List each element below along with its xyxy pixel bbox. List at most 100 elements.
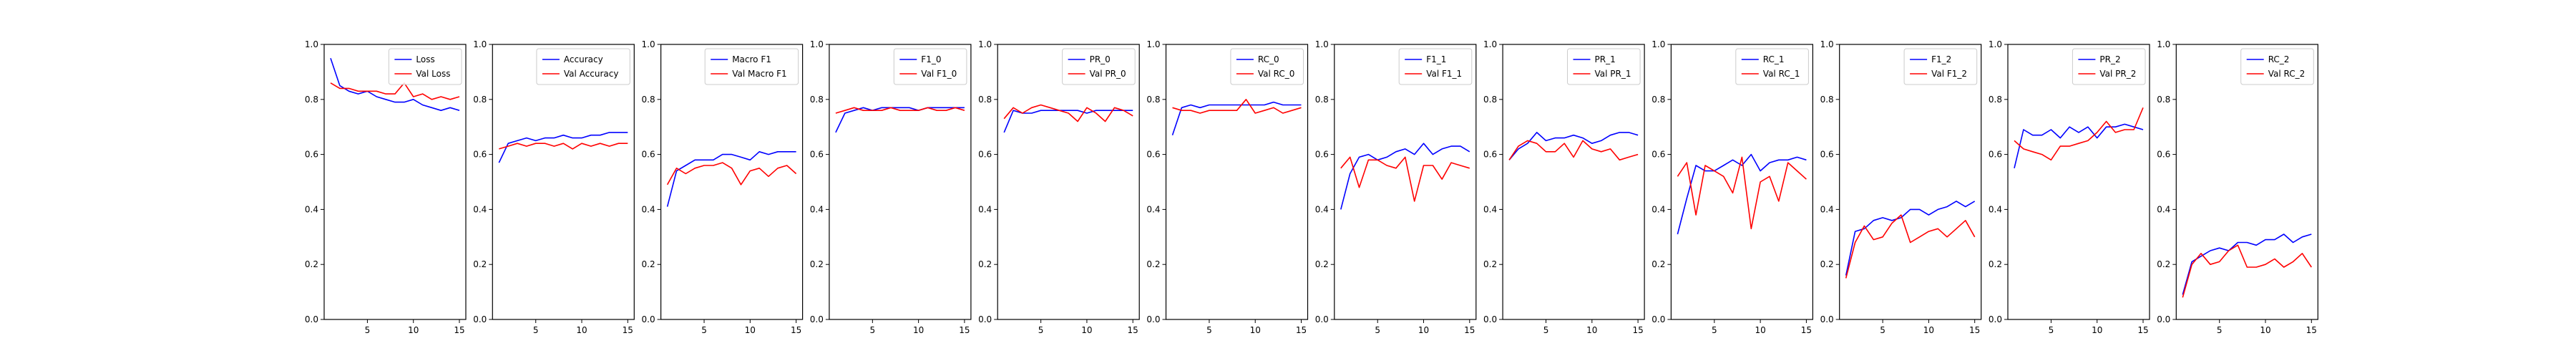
y-tick-label: 1.0: [1483, 39, 1497, 49]
subplot-9: 0.0 0.2 0.4 0.6 0.8 1.0 5 10 15 RC_1 Val RC_1: [1652, 39, 1813, 335]
axes-frame: [2175, 44, 2318, 320]
series-line-train: [1508, 132, 1639, 160]
legend-label: Val PR_1: [1595, 69, 1631, 79]
x-tick-label: 5: [533, 325, 539, 335]
y-tick-label: 0.8: [305, 95, 318, 105]
series-line-val: [1508, 140, 1639, 161]
subplot-11: 0.0 0.2 0.4 0.6 0.8 1.0 5 10 15 PR_2 Val PR_2: [1989, 39, 2150, 335]
y-tick-label: 1.0: [1315, 39, 1329, 49]
subplot-4: 0.0 0.2 0.4 0.6 0.8 1.0 5 10 15 F1_0 Val F1_0: [810, 39, 972, 335]
axes-frame: [2007, 44, 2150, 320]
axes-frame: [660, 44, 804, 320]
axes-frame: [1334, 44, 1477, 320]
subplot-12: 0.0 0.2 0.4 0.6 0.8 1.0 5 10 15 RC_2 Val RC_2: [2157, 39, 2318, 335]
series-line-val: [1172, 99, 1302, 114]
series-line-train: [2014, 123, 2144, 168]
subplot-7: 0.0 0.2 0.4 0.6 0.8 1.0 5 10 15 F1_1 Val F1_1: [1315, 39, 1477, 335]
y-tick-label: 0.6: [305, 150, 318, 160]
axes-frame: [829, 44, 972, 320]
y-tick-label: 0.4: [1146, 204, 1160, 214]
legend-label: Accuracy: [564, 54, 603, 64]
axes-frame: [1839, 44, 1982, 320]
legend-label: F1_1: [1426, 54, 1446, 64]
x-tick-label: 5: [1375, 325, 1380, 335]
legend: RC_0 Val RC_0: [1230, 48, 1304, 85]
x-tick-label: 15: [1128, 325, 1138, 335]
legend-box: [536, 48, 630, 85]
y-tick-label: 0.8: [473, 95, 487, 105]
legend-label: Val F1_2: [1931, 69, 1967, 79]
series-line-val: [1677, 156, 1807, 230]
legend-label: Macro F1: [732, 54, 771, 64]
x-tick-label: 10: [1586, 325, 1597, 335]
x-tick-label: 15: [959, 325, 970, 335]
x-tick-label: 10: [745, 325, 756, 335]
legend-box: [1398, 48, 1473, 85]
subplot-5: 0.0 0.2 0.4 0.6 0.8 1.0 5 10 15 PR_0 Val PR_0: [978, 39, 1140, 335]
x-tick-label: 5: [2217, 325, 2223, 335]
y-tick-label: 1.0: [1989, 39, 2002, 49]
legend-label: PR_1: [1595, 54, 1616, 64]
subplot-8: 0.0 0.2 0.4 0.6 0.8 1.0 5 10 15 PR_1 Val PR_1: [1483, 39, 1645, 335]
y-tick-label: 0.8: [1483, 95, 1497, 105]
legend-box: [2240, 48, 2314, 85]
x-tick-label: 15: [1464, 325, 1475, 335]
x-tick-label: 10: [1250, 325, 1261, 335]
y-tick-label: 0.4: [1652, 204, 1665, 214]
y-tick-label: 0.4: [1989, 204, 2002, 214]
y-tick-label: 0.6: [1146, 150, 1160, 160]
y-tick-label: 0.4: [305, 204, 318, 214]
x-tick-label: 10: [576, 325, 587, 335]
y-tick-label: 1.0: [978, 39, 992, 49]
legend-box: [1230, 48, 1304, 85]
y-tick-label: 0.8: [1820, 95, 1834, 105]
y-tick-label: 1.0: [810, 39, 824, 49]
x-tick-label: 5: [870, 325, 876, 335]
series-line-train: [1677, 153, 1807, 235]
y-tick-label: 0.0: [1315, 314, 1329, 324]
subplot-1: 0.0 0.2 0.4 0.6 0.8 1.0 5 10 15 Loss Val Loss: [305, 39, 467, 335]
series-line-train: [498, 132, 628, 163]
legend: RC_1 Val RC_1: [1735, 48, 1809, 85]
series-line-train: [330, 57, 460, 111]
y-tick-label: 0.2: [1652, 259, 1665, 269]
y-tick-label: 0.2: [1146, 259, 1160, 269]
x-tick-label: 15: [454, 325, 464, 335]
x-tick-label: 5: [1543, 325, 1549, 335]
x-tick-label: 15: [623, 325, 633, 335]
y-tick-label: 0.2: [978, 259, 992, 269]
y-tick-label: 1.0: [642, 39, 655, 49]
x-tick-label: 10: [2092, 325, 2102, 335]
axes-frame: [997, 44, 1140, 320]
axes-frame: [1165, 44, 1309, 320]
y-tick-label: 0.0: [2157, 314, 2170, 324]
y-tick-label: 0.6: [642, 150, 655, 160]
series-line-val: [666, 162, 797, 186]
legend: Loss Val Loss: [388, 48, 462, 85]
legend-label: F1_2: [1931, 54, 1951, 64]
y-tick-label: 0.2: [1315, 259, 1329, 269]
y-tick-label: 1.0: [473, 39, 487, 49]
y-tick-label: 0.0: [473, 314, 487, 324]
y-tick-label: 0.0: [978, 314, 992, 324]
legend-label: Val F1_1: [1426, 69, 1462, 79]
series-line-train: [1340, 143, 1470, 210]
legend: Macro F1 Val Macro F1: [704, 48, 799, 85]
y-tick-label: 0.6: [810, 150, 824, 160]
legend-label: RC_1: [1763, 54, 1785, 64]
y-tick-label: 0.8: [1146, 95, 1160, 105]
series-line-val: [1845, 214, 1976, 279]
legend-label: Val RC_2: [2268, 69, 2306, 79]
legend-box: [893, 48, 967, 85]
legend-label: Val PR_0: [1090, 69, 1126, 79]
x-tick-label: 10: [2260, 325, 2270, 335]
series-line-val: [1340, 156, 1470, 202]
y-tick-label: 0.2: [1989, 259, 2002, 269]
y-tick-label: 0.6: [978, 150, 992, 160]
series-line-train: [2182, 234, 2312, 295]
legend-label: Val Macro F1: [732, 69, 786, 79]
y-tick-label: 1.0: [1820, 39, 1834, 49]
subplot-6: 0.0 0.2 0.4 0.6 0.8 1.0 5 10 15 RC_0 Val RC_0: [1146, 39, 1309, 335]
y-tick-label: 0.2: [810, 259, 824, 269]
x-tick-label: 10: [408, 325, 419, 335]
